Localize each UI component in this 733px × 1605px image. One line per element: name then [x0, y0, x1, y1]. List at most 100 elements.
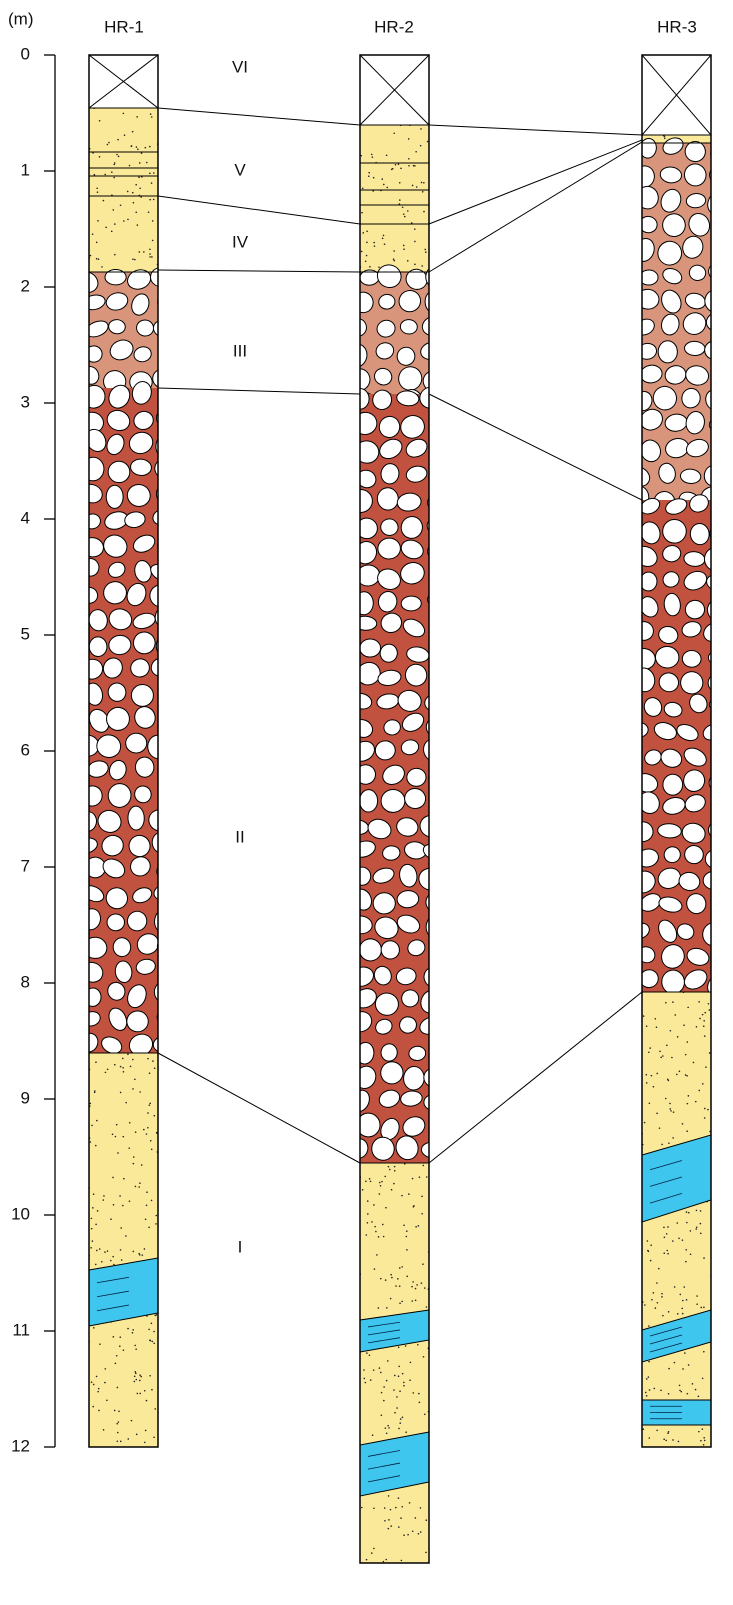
sand-dot — [138, 1186, 140, 1188]
sand-dot — [415, 151, 417, 153]
sand-dot — [651, 1299, 653, 1301]
unit-label: II — [235, 827, 244, 846]
sand-dot — [698, 1431, 700, 1433]
sand-dot — [141, 1254, 143, 1256]
sand-dot — [147, 1058, 149, 1060]
sand-dot — [679, 1071, 681, 1073]
sand-dot — [90, 1247, 92, 1249]
gravel-clast — [354, 591, 374, 615]
sand-dot — [93, 1193, 95, 1195]
sand-dot — [107, 1069, 109, 1071]
sand-dot — [112, 1256, 114, 1258]
sand-dot — [149, 146, 151, 148]
sand-dot — [372, 1434, 374, 1436]
sand-dot — [135, 1373, 137, 1375]
sand-dot — [394, 1166, 396, 1168]
sand-dot — [383, 235, 385, 237]
sand-dot — [646, 1025, 648, 1027]
sand-dot — [92, 1240, 94, 1242]
gravel-clast — [708, 697, 733, 715]
sand-dot — [704, 1012, 706, 1014]
sand-dot — [101, 1261, 103, 1263]
sand-dot — [407, 1534, 409, 1536]
gravel-clast — [427, 592, 448, 609]
sand-dot — [122, 1058, 124, 1060]
sand-dot — [682, 1300, 684, 1302]
sand-dot — [666, 1233, 668, 1235]
sand-dot — [391, 1277, 393, 1279]
sand-dot — [414, 241, 416, 243]
sand-dot — [95, 1145, 97, 1147]
sand-dot — [390, 1509, 392, 1511]
sand-dot — [368, 175, 370, 177]
sand-dot — [149, 199, 151, 201]
sand-dot — [120, 1441, 122, 1443]
column-label: HR-1 — [104, 17, 144, 36]
sand-dot — [672, 1439, 674, 1441]
gravel-clast — [427, 612, 452, 638]
sand-dot — [117, 139, 119, 141]
borehole-column — [344, 55, 458, 1563]
sand-dot — [676, 1222, 678, 1224]
sand-dot — [649, 1047, 651, 1049]
sand-dot — [133, 1163, 135, 1165]
gravel-clast — [156, 1008, 176, 1026]
sand-dot — [423, 182, 425, 184]
sand-dot — [412, 1531, 414, 1533]
sand-dot — [149, 253, 151, 255]
sand-dot — [665, 1002, 667, 1004]
sand-dot — [401, 1195, 403, 1197]
sand-dot — [129, 1200, 131, 1202]
sand-dot — [703, 1437, 705, 1439]
sand-dot — [399, 1303, 401, 1305]
depth-tick-label: 4 — [21, 508, 30, 527]
column-label: HR-2 — [374, 17, 414, 36]
sand-dot — [102, 1199, 104, 1201]
gravel-clast — [401, 596, 422, 611]
sand-dot — [422, 191, 424, 193]
sand-dot — [113, 1204, 115, 1206]
sand-dot — [383, 1400, 385, 1402]
sand-dot — [139, 1254, 141, 1256]
sand-dot — [381, 178, 383, 180]
sand-dot — [388, 1519, 390, 1521]
sand-dot — [101, 266, 103, 268]
gravel-clast — [128, 806, 145, 830]
sand-dot — [379, 1193, 381, 1195]
sand-dot — [686, 1075, 688, 1077]
sand-dot — [90, 1141, 92, 1143]
sand-dot — [695, 1228, 697, 1230]
unit-label: VI — [232, 57, 248, 76]
sand-dot — [130, 1066, 132, 1068]
sand-dot — [684, 1352, 686, 1354]
sand-dot — [665, 1098, 667, 1100]
sand-dot — [114, 162, 116, 164]
sand-dot — [150, 1140, 152, 1142]
gravel-clast — [684, 341, 705, 356]
sand-dot — [143, 1129, 145, 1131]
sand-dot — [385, 1207, 387, 1209]
sand-dot — [119, 1345, 121, 1347]
sand-dot — [650, 1244, 652, 1246]
sand-dot — [669, 1108, 671, 1110]
sand-dot — [369, 1354, 371, 1356]
gravel-clast — [714, 443, 732, 458]
sand-dot — [386, 1380, 388, 1382]
sand-dot — [384, 1176, 386, 1178]
sand-dot — [362, 1189, 364, 1191]
sand-dot — [703, 1020, 705, 1022]
sand-dot — [650, 1260, 652, 1262]
sand-dot — [374, 1226, 376, 1228]
sand-dot — [656, 1026, 658, 1028]
sand-dot — [148, 211, 150, 213]
sand-dot — [681, 1308, 683, 1310]
gravel-clast — [429, 1112, 448, 1136]
sand-dot — [424, 1413, 426, 1415]
sand-dot — [115, 1136, 117, 1138]
sand-dot — [139, 1393, 141, 1395]
depth-tick-label: 3 — [21, 392, 30, 411]
sand-dot — [119, 1336, 121, 1338]
sand-dot — [665, 1440, 667, 1442]
sand-dot — [685, 1074, 687, 1076]
sand-dot — [384, 243, 386, 245]
